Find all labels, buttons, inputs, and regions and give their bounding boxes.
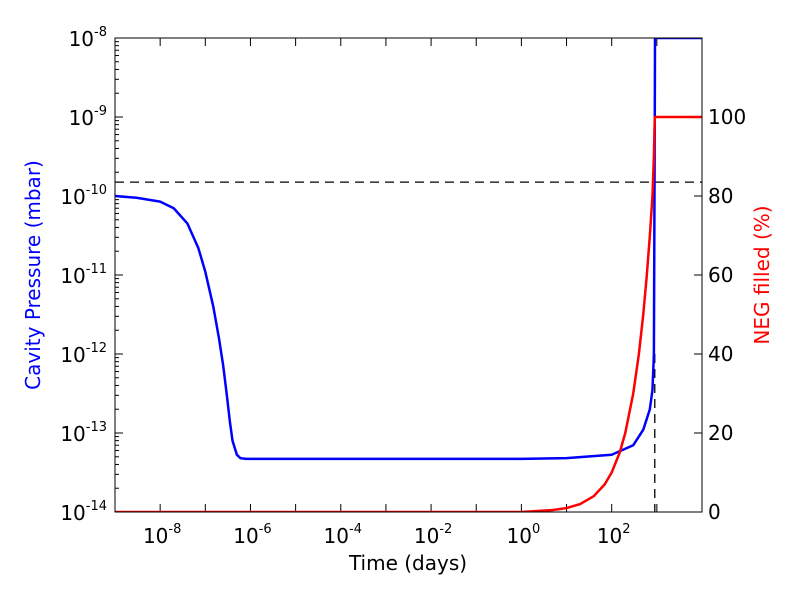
tick-label-exponent: 0	[532, 522, 540, 537]
y-right-tick-label: 60	[708, 263, 733, 287]
y-left-tick-label: 10-8	[69, 25, 107, 51]
tick-label-exponent: -14	[86, 499, 107, 514]
tick-label-exponent: -10	[86, 183, 107, 198]
cavity-pressure-line	[115, 38, 702, 461]
plot-frame	[114, 37, 703, 513]
y-left-tick-label: 10-14	[60, 499, 107, 525]
tick-marks	[114, 37, 703, 513]
neg-filled-line	[115, 115, 702, 512]
tick-label-base: 10	[233, 524, 258, 548]
y-left-tick-label: 10-11	[60, 262, 107, 288]
left-axis-title: Cavity Pressure (mbar)	[21, 160, 45, 390]
x-tick-label: 102	[597, 522, 631, 548]
tick-label-base: 10	[60, 264, 85, 288]
tick-label-exponent: 2	[622, 522, 630, 537]
tick-label-base: 10	[60, 343, 85, 367]
y-left-tick-label: 10-10	[60, 183, 107, 209]
y-right-tick-label: 100	[708, 105, 746, 129]
x-tick-label: 100	[507, 522, 541, 548]
tick-label-exponent: -4	[349, 522, 362, 537]
tick-labels: 10-8 10-6 10-4 10-2 100 10210-1410-1310-1210-…	[60, 25, 746, 548]
x-tick-label: 10-8	[143, 522, 181, 548]
x-axis-title: Time (days)	[348, 551, 467, 575]
tick-label-exponent: -6	[259, 522, 272, 537]
y-left-tick-label: 10-13	[60, 420, 107, 446]
x-tick-label: 10-6	[233, 522, 271, 548]
tick-label-base: 10	[60, 501, 85, 525]
plot-area	[115, 38, 702, 512]
x-tick-label: 10-2	[414, 522, 452, 548]
tick-label-exponent: -11	[86, 262, 107, 277]
tick-label-base: 10	[60, 185, 85, 209]
y-right-tick-label: 0	[708, 500, 721, 524]
tick-label-exponent: -2	[439, 522, 452, 537]
right-axis-title: NEG filled (%)	[750, 205, 774, 344]
y-right-tick-label: 40	[708, 342, 733, 366]
tick-label-exponent: -9	[94, 104, 107, 119]
tick-label-exponent: -12	[86, 341, 107, 356]
y-right-tick-label: 20	[708, 421, 733, 445]
tick-label-base: 10	[414, 524, 439, 548]
tick-label-base: 10	[597, 524, 622, 548]
y-right-tick-label: 80	[708, 184, 733, 208]
tick-label-exponent: -8	[94, 25, 107, 40]
tick-label-exponent: -13	[86, 420, 107, 435]
y-left-tick-label: 10-12	[60, 341, 107, 367]
tick-label-base: 10	[69, 27, 94, 51]
y-left-tick-label: 10-9	[69, 104, 107, 130]
tick-label-base: 10	[143, 524, 168, 548]
tick-label-base: 10	[60, 422, 85, 446]
x-tick-label: 10-4	[324, 522, 362, 548]
tick-label-base: 10	[507, 524, 532, 548]
tick-label-base: 10	[69, 106, 94, 130]
tick-label-base: 10	[324, 524, 349, 548]
tick-label-exponent: -8	[168, 522, 181, 537]
